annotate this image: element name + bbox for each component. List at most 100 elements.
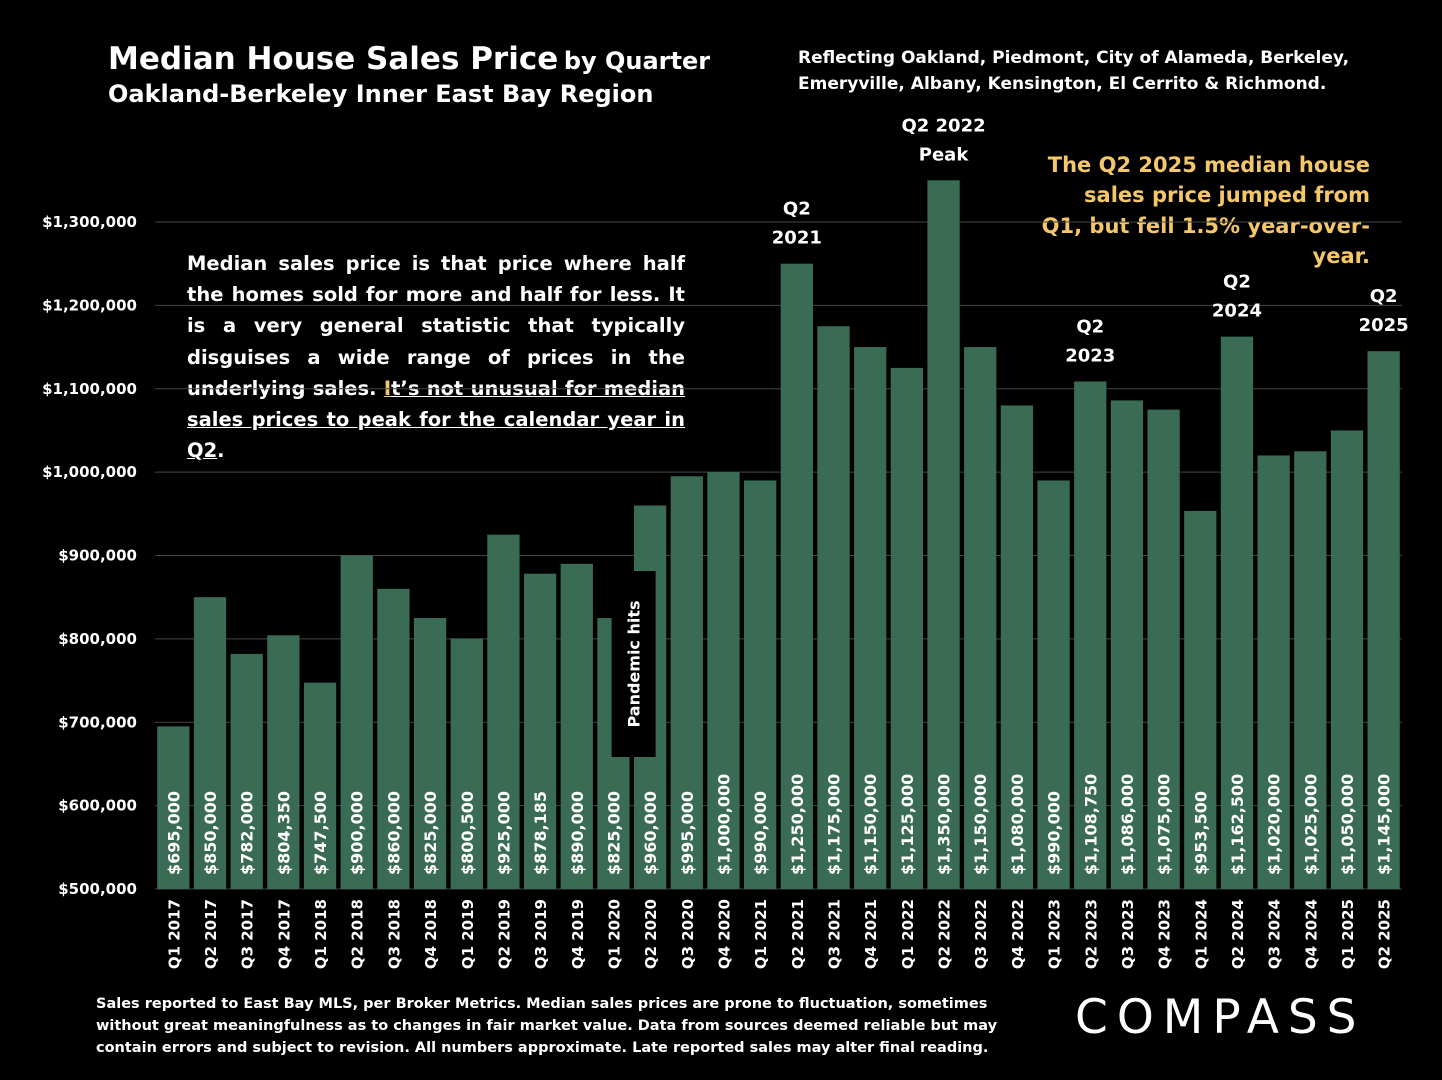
bar — [1000, 405, 1034, 889]
chart-title-suffix: by Quarter — [563, 47, 711, 75]
explanation-end: . — [217, 439, 225, 463]
bar — [707, 472, 740, 889]
median-explanation: Median sales price is that price where h… — [187, 248, 685, 466]
bar-value-label: $800,500 — [458, 791, 477, 875]
bar — [157, 726, 190, 889]
bar — [854, 347, 887, 889]
bar-value-label: $878,185 — [531, 791, 550, 875]
x-tick-label: Q3 2018 — [385, 899, 403, 969]
bar — [927, 180, 960, 889]
bar — [450, 638, 483, 889]
peak-annotation: Q2 2022 — [901, 115, 985, 136]
peak-annotation: 2025 — [1359, 315, 1409, 336]
bar — [744, 480, 777, 889]
x-tick-label: Q3 2021 — [826, 899, 844, 969]
bar-value-label: $1,350,000 — [935, 774, 954, 875]
y-tick-label: $500,000 — [58, 880, 137, 898]
peak-annotation: 2023 — [1065, 345, 1115, 366]
x-tick-label: Q2 2018 — [349, 899, 367, 969]
y-tick-label: $700,000 — [58, 713, 137, 731]
x-tick-label: Q3 2017 — [239, 899, 257, 969]
bar-value-label: $1,108,750 — [1081, 774, 1100, 875]
bar-value-label: $1,000,000 — [714, 774, 733, 875]
bar — [193, 597, 227, 889]
bar — [1367, 351, 1400, 889]
x-tick-label: Q1 2024 — [1192, 899, 1210, 969]
bar-value-label: $1,080,000 — [1008, 774, 1027, 875]
x-tick-label: Q4 2021 — [862, 899, 880, 969]
x-tick-label: Q3 2023 — [1119, 899, 1137, 969]
bar-value-label: $1,175,000 — [825, 774, 844, 875]
y-tick-label: $600,000 — [58, 797, 137, 815]
y-tick-label: $1,000,000 — [42, 463, 137, 481]
bar-value-label: $1,150,000 — [971, 774, 990, 875]
x-tick-label: Q1 2023 — [1046, 899, 1064, 969]
bar — [267, 635, 300, 889]
chart-subtitle: Oakland-Berkeley Inner East Bay Region — [108, 79, 654, 108]
bar — [1147, 409, 1180, 889]
bar-value-label: $1,075,000 — [1155, 774, 1174, 875]
bar — [340, 555, 373, 889]
bar-value-label: $925,000 — [494, 791, 513, 875]
bar-chart: $500,000 $600,000 $700,000 $800,000 $900,000… — [42, 115, 1409, 969]
bar — [1257, 455, 1290, 889]
x-tick-label: Q3 2019 — [532, 899, 550, 969]
compass-logo: COMPASS — [1075, 990, 1366, 1045]
bar — [413, 618, 447, 889]
bar-value-label: $1,125,000 — [898, 774, 917, 875]
bar — [377, 588, 410, 889]
bar-value-label: $953,500 — [1191, 791, 1210, 875]
bar-value-label: $1,150,000 — [861, 774, 880, 875]
x-tick-label: Q1 2021 — [752, 899, 770, 969]
bar-value-label: $782,000 — [238, 791, 257, 875]
bar — [523, 573, 557, 889]
bar-value-label: $960,000 — [641, 791, 660, 875]
region-note: Reflecting Oakland, Piedmont, City of Al… — [798, 48, 1350, 94]
x-tick-label: Q2 2020 — [642, 899, 660, 969]
bar — [1294, 451, 1327, 889]
bar — [230, 653, 263, 889]
bar — [1074, 381, 1107, 889]
x-tick-label: Q2 2022 — [936, 899, 954, 969]
x-tick-label: Q1 2018 — [312, 899, 330, 969]
x-tick-label: Q4 2020 — [715, 899, 733, 969]
bar — [817, 326, 850, 889]
y-tick-label: $1,100,000 — [42, 380, 137, 398]
bar — [890, 367, 924, 889]
x-tick-label: Q2 2021 — [789, 899, 807, 969]
x-tick-label: Q2 2019 — [495, 899, 513, 969]
bar-value-label: $1,086,000 — [1118, 774, 1137, 875]
bar-value-label: $1,050,000 — [1338, 774, 1357, 875]
bar-value-label: $850,000 — [201, 791, 220, 875]
bar-value-label: $747,500 — [311, 791, 330, 875]
y-tick-label: $1,200,000 — [42, 296, 137, 314]
bar-value-label: $804,350 — [274, 791, 293, 875]
bar-value-label: $995,000 — [678, 791, 697, 875]
x-tick-label: Q1 2019 — [459, 899, 477, 969]
bar — [1184, 510, 1217, 889]
bar-value-label: $825,000 — [421, 791, 440, 875]
yoy-callout: The Q2 2025 median house sales price jum… — [1041, 153, 1370, 269]
chart-title-block: Median House Sales Price by Quarter Oakl… — [108, 40, 710, 109]
y-tick-label: $900,000 — [58, 547, 137, 565]
bar-value-label: $990,000 — [751, 791, 770, 875]
chart-title: Median House Sales Price — [108, 41, 559, 77]
x-tick-label: Q2 2023 — [1082, 899, 1100, 969]
bar-value-label: $890,000 — [568, 791, 587, 875]
x-tick-label: Q4 2017 — [275, 899, 293, 969]
x-tick-label: Q1 2017 — [165, 899, 183, 969]
bar-value-label: $1,025,000 — [1301, 774, 1320, 875]
x-tick-label: Q4 2024 — [1302, 899, 1320, 969]
footer-disclaimer: Sales reported to East Bay MLS, per Brok… — [96, 996, 998, 1056]
peak-annotation: 2024 — [1212, 301, 1262, 322]
bar-value-label: $825,000 — [604, 791, 623, 875]
x-tick-label: Q4 2023 — [1156, 899, 1174, 969]
pandemic-box — [611, 571, 656, 757]
peak-annotation: Q2 — [1076, 316, 1104, 337]
bar-value-label: $1,250,000 — [788, 774, 807, 875]
x-tick-label: Q4 2019 — [569, 899, 587, 969]
x-tick-label: Q4 2022 — [1009, 899, 1027, 969]
x-tick-label: Q4 2018 — [422, 899, 440, 969]
peak-annotation: 2021 — [772, 228, 822, 249]
peak-annotation: Peak — [919, 144, 970, 165]
